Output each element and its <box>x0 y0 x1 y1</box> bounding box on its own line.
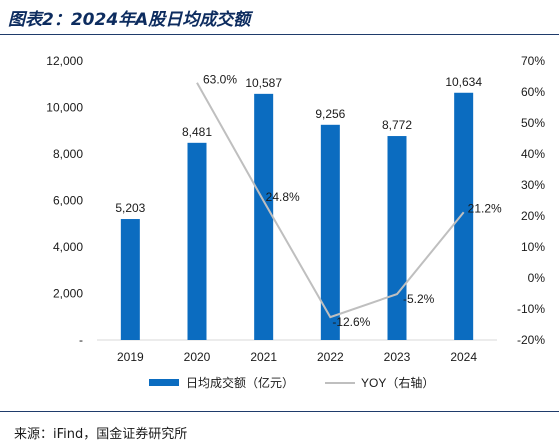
x-tick-label: 2019 <box>117 350 144 364</box>
right-tick-label: 60% <box>521 85 545 99</box>
right-tick-label: 10% <box>521 240 545 254</box>
source-note: 来源：iFind，国金证券研究所 <box>14 427 188 442</box>
yoy-value-label: -12.6% <box>332 315 370 329</box>
bar-value-label: 5,203 <box>115 201 145 215</box>
left-tick-label: 12,000 <box>46 54 83 68</box>
x-axis-labels: 2019 2020 2021 2022 2023 2024 <box>117 350 477 364</box>
right-tick-label: 50% <box>521 116 545 130</box>
right-tick-label: 40% <box>521 147 545 161</box>
right-tick-label: 30% <box>521 178 545 192</box>
bar-value-label: 10,634 <box>445 75 482 89</box>
right-tick-label: 0% <box>528 271 546 285</box>
right-tick-label: 70% <box>521 54 545 68</box>
right-tick-label: -10% <box>517 302 545 316</box>
yoy-value-label: -5.2% <box>403 292 435 306</box>
title-divider <box>0 34 559 35</box>
legend-label-line: YOY（右轴） <box>361 375 434 390</box>
bar-2019 <box>120 219 140 340</box>
bar-value-label: 8,481 <box>182 125 212 139</box>
left-tick-label: - <box>79 333 83 347</box>
left-tick-label: 8,000 <box>53 147 83 161</box>
left-tick-label: 2,000 <box>53 287 83 301</box>
left-tick-label: 10,000 <box>46 101 83 115</box>
legend: 日均成交额（亿元） YOY（右轴） <box>149 375 434 390</box>
bar-2024 <box>454 92 474 341</box>
bar-value-label: 8,772 <box>382 118 412 132</box>
footer-divider <box>0 411 559 412</box>
yoy-value-label: 24.8% <box>266 190 300 204</box>
bar-value-label: 9,256 <box>315 107 345 121</box>
bar-2023 <box>387 136 407 340</box>
bar-value-label: 10,587 <box>245 76 282 90</box>
x-tick-label: 2024 <box>450 350 477 364</box>
yoy-value-label: 63.0% <box>203 73 237 87</box>
yoy-value-labels: 63.0% 24.8% -12.6% -5.2% 21.2% <box>203 73 502 329</box>
bar-2021 <box>254 93 274 340</box>
left-tick-label: 4,000 <box>53 240 83 254</box>
left-tick-label: 6,000 <box>53 194 83 208</box>
right-tick-label: -20% <box>517 333 545 347</box>
legend-swatch-bar <box>149 379 179 386</box>
bar-value-labels: 5,203 8,481 10,587 9,256 8,772 10,634 <box>115 75 482 215</box>
x-tick-label: 2023 <box>384 350 411 364</box>
bar-2020 <box>187 142 207 340</box>
right-axis-ticks: -20% -10% 0% 10% 20% 30% 40% 50% 60% 70% <box>517 54 545 347</box>
yoy-value-label: 21.2% <box>468 201 502 215</box>
left-axis-ticks: - 2,000 4,000 6,000 8,000 10,000 12,000 <box>46 54 83 347</box>
x-tick-label: 2021 <box>250 350 277 364</box>
bar-2022 <box>320 124 340 340</box>
yoy-line <box>196 82 465 319</box>
legend-label-bar: 日均成交额（亿元） <box>186 375 294 390</box>
chart-title: 图表2：2024年A股日均成交额 <box>8 10 251 30</box>
x-tick-label: 2022 <box>317 350 344 364</box>
x-tick-label: 2020 <box>184 350 211 364</box>
right-tick-label: 20% <box>521 209 545 223</box>
